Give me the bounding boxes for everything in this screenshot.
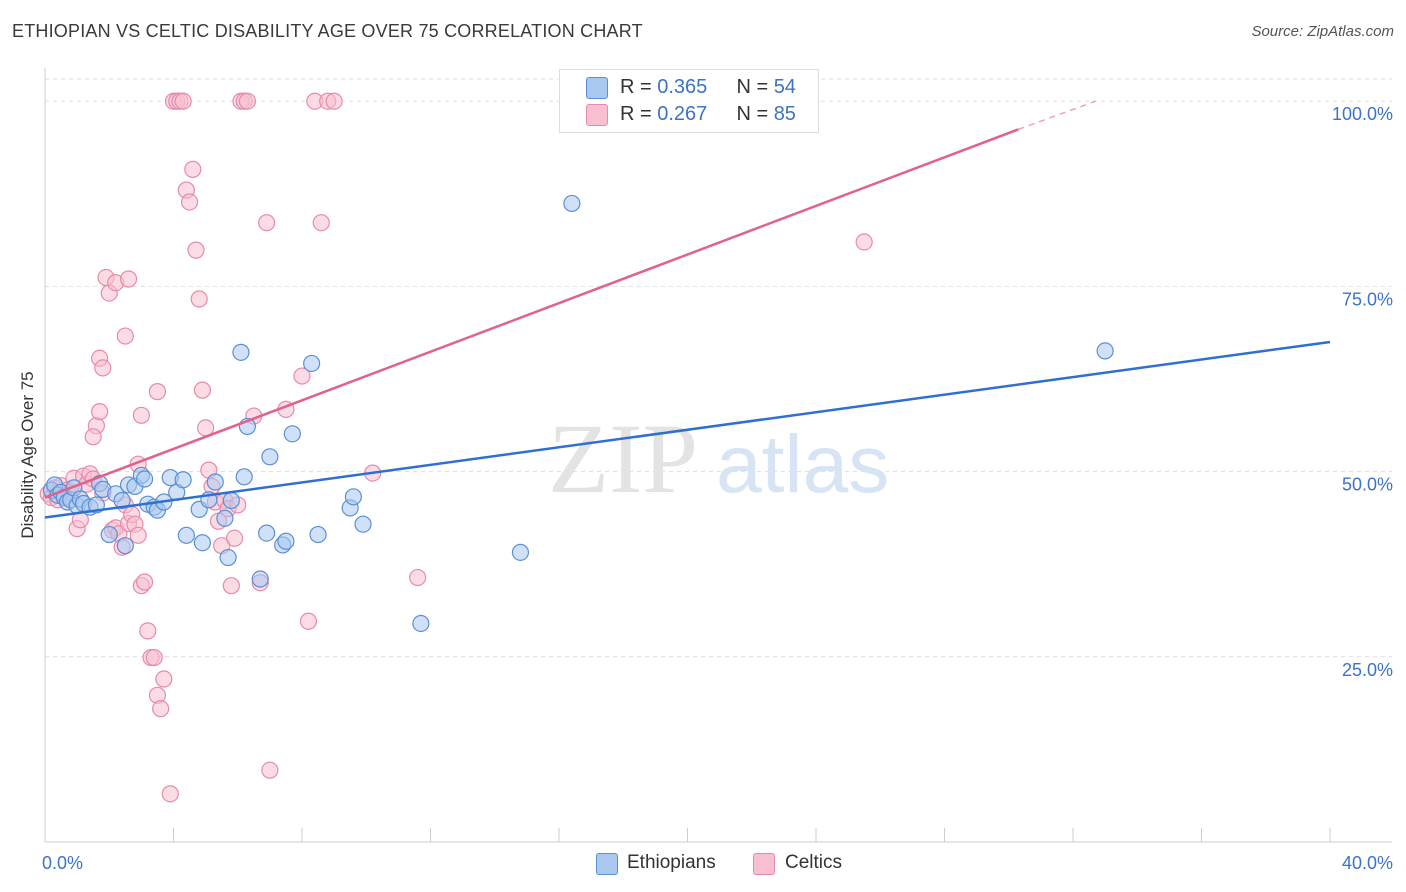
celtics-legend-row: R = 0.267 N = 85 [620, 103, 796, 126]
celtics-point [409, 568, 427, 587]
y-axis-label: Disability Age Over 75 [18, 371, 37, 538]
celtics-series-label: Celtics [785, 852, 843, 873]
ethiopians-point [251, 570, 269, 588]
celtics-point [325, 92, 343, 110]
ethiopians-point [219, 548, 237, 567]
celtics-series-swatch [753, 853, 775, 875]
ethiopians-point [222, 491, 240, 510]
ethiopians-n-value: 54 [773, 76, 796, 98]
ethiopians-legend-swatch [586, 77, 608, 99]
celtics-point [312, 214, 330, 232]
celtics-point [258, 214, 276, 232]
correlation-legend: R = 0.365 N = 54 R = 0.267 N = 85 [559, 69, 819, 133]
ethiopians-point [174, 471, 192, 489]
celtics-n-label: N = [736, 103, 774, 125]
celtics-point [152, 700, 170, 718]
celtics-point [187, 241, 205, 259]
source-label: Source: ZipAtlas.com [1251, 23, 1394, 40]
ethiopians-point [309, 525, 327, 544]
x-tick-label: 40.0% [1342, 853, 1393, 873]
ethiopians-r-value: 0.365 [657, 76, 708, 98]
celtics-point [855, 233, 873, 251]
ethiopians-point [303, 354, 321, 373]
watermark: ZIP atlas [548, 403, 889, 514]
celtics-point [145, 648, 163, 667]
celtics-point [193, 381, 212, 399]
celtics-point [116, 327, 134, 345]
celtics-point [184, 160, 202, 178]
ethiopians-series-label: Ethiopians [627, 852, 716, 873]
celtics-point [180, 193, 199, 211]
ethiopians-point [232, 343, 250, 361]
ethiopians-point [1096, 342, 1114, 360]
ethiopians-point [116, 537, 134, 555]
watermark-atlas: atlas [716, 419, 889, 510]
x-tick-label: 0.0% [42, 853, 83, 873]
ethiopians-trend-line [44, 340, 1331, 519]
celtics-point [161, 785, 179, 803]
ethiopians-point [100, 525, 118, 544]
ethiopians-point [354, 515, 372, 533]
celtics-trend-line [44, 128, 1019, 499]
celtics-point [139, 622, 157, 640]
ethiopians-point [412, 614, 430, 633]
celtics-legend-swatch [586, 104, 608, 126]
celtics-point [293, 367, 311, 385]
celtics-point [119, 270, 138, 288]
ethiopians-point [344, 488, 362, 506]
y-tick-label: 25.0% [1342, 660, 1393, 680]
ethiopians-point [261, 448, 279, 466]
celtics-point [225, 529, 244, 547]
celtics-point [238, 92, 256, 110]
ethiopians-point [277, 532, 295, 550]
trend-lines [44, 100, 1331, 519]
celtics-trend-extension [1018, 100, 1096, 131]
celtics-point [129, 526, 147, 544]
ethiopians-points [42, 194, 1114, 633]
celtics-point [148, 383, 167, 401]
ethiopians-r-label: R = [620, 76, 658, 98]
celtics-point [84, 428, 102, 446]
ethiopians-point [135, 470, 154, 488]
y-tick-label: 50.0% [1342, 475, 1393, 495]
celtics-r-label: R = [620, 103, 658, 125]
celtics-point [261, 761, 279, 779]
ethiopians-point [283, 425, 301, 443]
ethiopians-point [235, 468, 253, 486]
chart-title: ETHIOPIAN VS CELTIC DISABILITY AGE OVER … [12, 21, 643, 41]
ethiopians-series-swatch [596, 853, 618, 875]
celtics-point [299, 612, 318, 630]
ethiopians-n-label: N = [736, 76, 774, 98]
watermark-zip: ZIP [548, 403, 698, 514]
ethiopians-point [511, 543, 530, 561]
celtics-point [132, 406, 150, 424]
celtics-point [155, 670, 173, 688]
celtics-point [174, 92, 192, 110]
grid-layer [45, 78, 1392, 658]
ethiopians-point [113, 491, 131, 510]
celtics-point [135, 573, 154, 591]
celtics-point [94, 359, 112, 377]
y-tick-label: 100.0% [1332, 104, 1393, 124]
axis-layer: 25.0% 50.0% 75.0% 100.0% 0.0% 40.0% [42, 68, 1393, 873]
celtics-n-value: 85 [773, 103, 796, 125]
ethiopians-point [177, 526, 195, 544]
ethiopians-point [258, 524, 276, 542]
celtics-point [91, 403, 109, 421]
celtics-point [190, 290, 208, 308]
celtics-r-value: 0.267 [657, 103, 708, 125]
ethiopians-point [193, 534, 212, 552]
ethiopians-legend-row: R = 0.365 N = 54 [620, 76, 796, 99]
celtics-point [222, 577, 240, 595]
ethiopians-point [216, 509, 234, 527]
ethiopians-point [563, 194, 581, 213]
y-tick-label: 75.0% [1342, 289, 1393, 309]
ethiopians-point [206, 473, 224, 491]
